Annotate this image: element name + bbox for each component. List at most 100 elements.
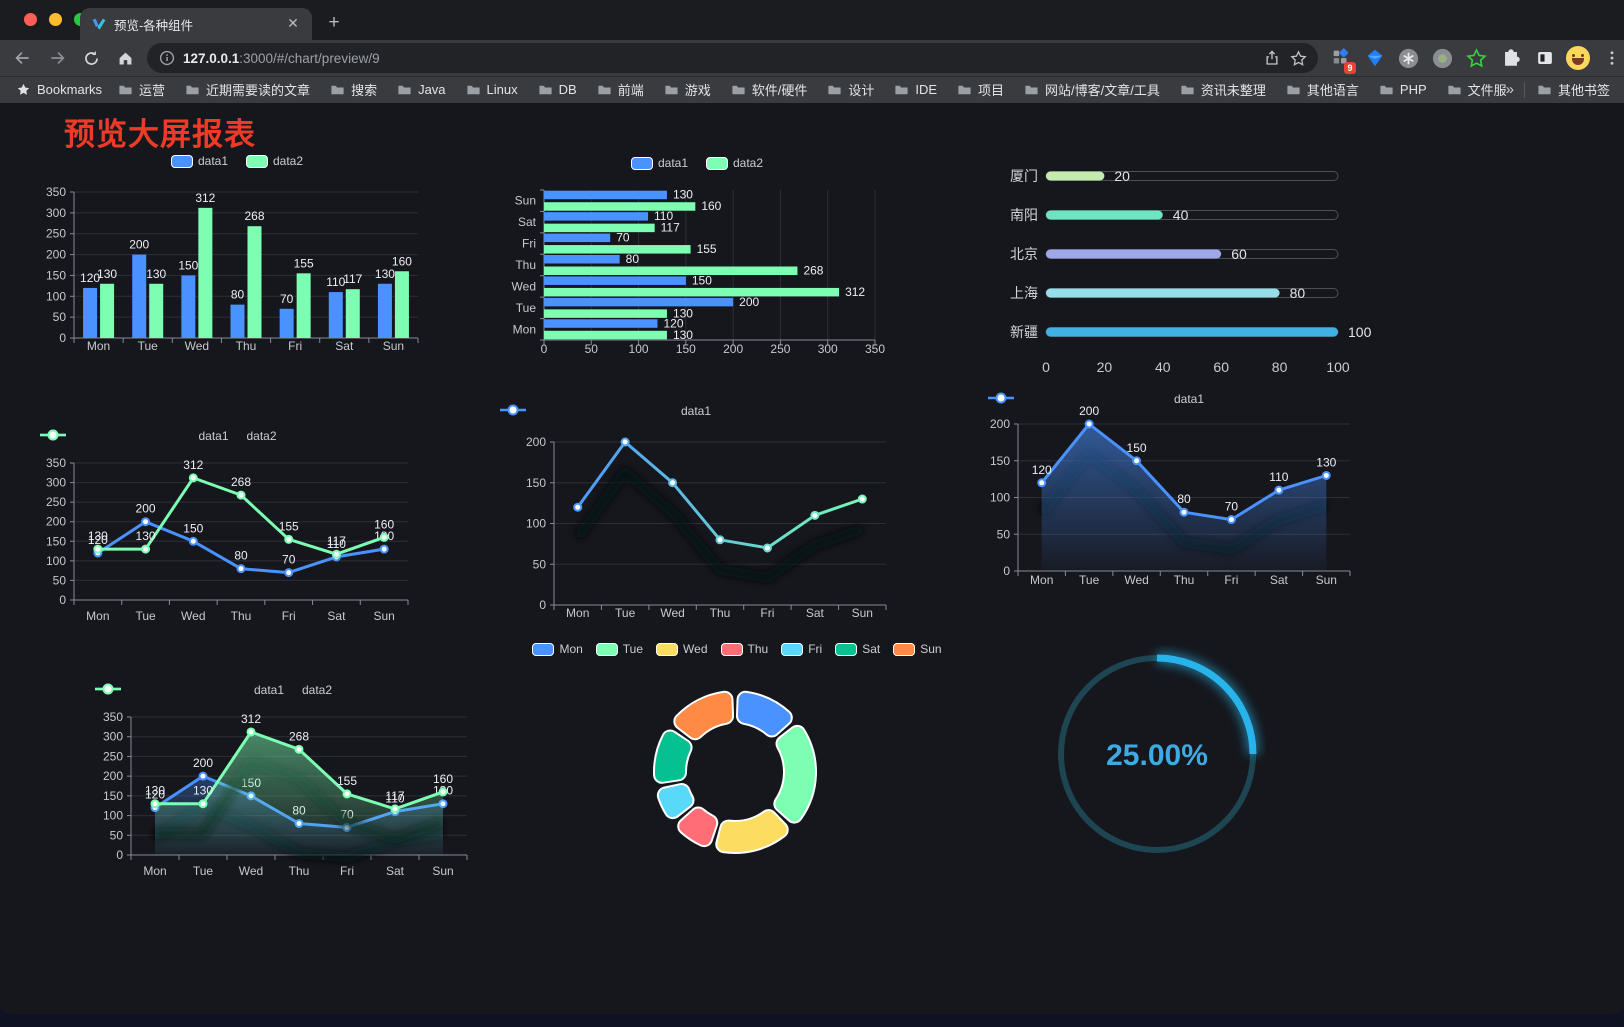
legend-item-Wed[interactable]: Wed <box>656 642 708 656</box>
legend-item-Thu[interactable]: Thu <box>720 642 768 656</box>
bookmark-item[interactable]: 近期需要读的文章 <box>177 78 318 101</box>
data-point[interactable] <box>1037 478 1047 488</box>
data-point[interactable] <box>236 564 246 574</box>
data-point[interactable] <box>857 494 867 504</box>
data-point[interactable] <box>1084 419 1094 429</box>
data-point[interactable] <box>284 534 294 544</box>
bookmark-item[interactable]: 运营 <box>110 78 173 101</box>
new-tab-button[interactable]: + <box>328 12 340 33</box>
bookmark-item[interactable]: 游戏 <box>656 78 719 101</box>
data-point[interactable] <box>668 478 678 488</box>
bookmark-item[interactable]: Java <box>389 80 453 99</box>
legend-item-data2[interactable]: data2 <box>40 429 277 443</box>
line-series-data1[interactable]: 120 200 150 80 70 110 130 <box>1032 404 1337 571</box>
bookmark-item[interactable]: 其他语言 <box>1278 78 1367 101</box>
pie-slice-Thu[interactable] <box>677 806 719 848</box>
data-point[interactable] <box>246 727 256 737</box>
legend-item-Tue[interactable]: Tue <box>595 642 643 656</box>
legend-item-Sun[interactable]: Sun <box>893 642 942 656</box>
pie-slice-Wed[interactable] <box>715 809 789 854</box>
asterisk-extension-icon[interactable] <box>1396 46 1421 71</box>
address-bar[interactable]: 127.0.0.1:3000/#/chart/preview/9 <box>146 43 1318 73</box>
legend-item-data1[interactable]: data1 <box>630 156 688 170</box>
data-point[interactable] <box>810 510 820 520</box>
back-button[interactable] <box>8 44 36 72</box>
legend-item-data2[interactable]: data2 <box>95 683 332 697</box>
bookmark-item[interactable]: 项目 <box>949 78 1012 101</box>
minimize-window-button[interactable] <box>49 13 62 26</box>
data-point[interactable] <box>762 543 772 553</box>
pie-slice-Sun[interactable] <box>673 690 735 741</box>
data-point[interactable] <box>141 517 151 527</box>
home-button[interactable] <box>111 44 139 72</box>
bookmark-item[interactable]: 设计 <box>819 78 882 101</box>
url-text[interactable]: 127.0.0.1:3000/#/chart/preview/9 <box>183 51 1255 66</box>
progress-fill-北京[interactable] <box>1046 249 1222 259</box>
dot-extension-icon[interactable] <box>1430 46 1455 71</box>
data-point[interactable] <box>379 532 389 542</box>
bookmark-item[interactable]: 资讯未整理 <box>1172 78 1274 101</box>
browser-tab[interactable]: 预览-各种组件 ✕ <box>80 8 312 40</box>
progress-fill-新疆[interactable] <box>1046 327 1338 337</box>
legend-item-Sat[interactable]: Sat <box>835 642 880 656</box>
data-point[interactable] <box>150 799 160 809</box>
bookmark-item[interactable]: Linux <box>458 80 526 99</box>
bookmark-item[interactable]: 文件服务器 <box>1439 78 1506 101</box>
tab-close-icon[interactable]: ✕ <box>287 15 299 31</box>
forward-button[interactable] <box>44 44 72 72</box>
bookmark-item[interactable]: 前端 <box>589 78 652 101</box>
reload-button[interactable] <box>77 44 105 72</box>
extensions-puzzle-icon[interactable] <box>1498 46 1523 71</box>
bookmark-item[interactable]: PHP <box>1371 80 1435 99</box>
site-info-icon[interactable] <box>159 50 175 66</box>
bookmark-item[interactable]: 软件/硬件 <box>723 78 816 101</box>
data-point[interactable] <box>1226 515 1236 525</box>
pie-slice-Tue[interactable] <box>773 724 817 824</box>
bookmark-item[interactable]: DB <box>530 80 585 99</box>
data-point[interactable] <box>1274 485 1284 495</box>
legend-item-data1[interactable]: data1 <box>95 683 284 697</box>
bookmark-item[interactable]: 搜索 <box>322 78 385 101</box>
bar-series-data2[interactable]: 130 130 312 268 155 117 160 <box>544 199 865 342</box>
data-point[interactable] <box>236 490 246 500</box>
data-point[interactable] <box>573 502 583 512</box>
line-series-data1[interactable]: 120 200 150 80 70 110 130 <box>88 502 395 578</box>
pie-slice-Mon[interactable] <box>735 690 793 738</box>
side-panel-icon[interactable] <box>1532 46 1557 71</box>
line-series-data1[interactable] <box>573 437 867 583</box>
legend-item-data1[interactable]: data1 <box>500 404 711 418</box>
pie-slice-Fri[interactable] <box>656 783 695 820</box>
progress-fill-厦门[interactable] <box>1046 171 1105 181</box>
other-bookmarks[interactable]: 其他书签 <box>1535 78 1612 101</box>
bookmark-item[interactable]: 网站/博客/文章/工具 <box>1016 78 1168 101</box>
data-point[interactable] <box>390 804 400 814</box>
star-extension-icon[interactable] <box>1464 46 1489 71</box>
line-series-data2[interactable]: 130 130 312 268 155 117 160 <box>145 712 453 855</box>
legend-item-data1[interactable]: data1 <box>170 154 228 168</box>
data-point[interactable] <box>620 437 630 447</box>
pie-slice-Sat[interactable] <box>653 729 693 784</box>
data-point[interactable] <box>141 544 151 554</box>
data-point[interactable] <box>715 535 725 545</box>
data-point[interactable] <box>331 549 341 559</box>
close-window-button[interactable] <box>24 13 37 26</box>
line-series-data2[interactable]: 130 130 312 268 155 117 160 <box>88 458 395 559</box>
data-point[interactable] <box>438 787 448 797</box>
legend-item-data1[interactable]: data1 <box>40 429 229 443</box>
data-point[interactable] <box>1179 507 1189 517</box>
bookmarks-overflow-chevron[interactable]: » <box>1505 81 1514 98</box>
data-point[interactable] <box>1132 456 1142 466</box>
bookmarks-root[interactable]: Bookmarks <box>8 80 110 99</box>
data-point[interactable] <box>294 744 304 754</box>
legend-item-Fri[interactable]: Fri <box>781 642 822 656</box>
data-point[interactable] <box>284 568 294 578</box>
bookmark-item[interactable]: IDE <box>886 80 945 99</box>
profile-avatar[interactable] <box>1566 46 1590 70</box>
data-point[interactable] <box>342 789 352 799</box>
data-point[interactable] <box>188 473 198 483</box>
bookmark-star-icon[interactable] <box>1289 49 1308 68</box>
extension-grid-icon[interactable]: 9 <box>1328 46 1356 74</box>
data-point[interactable] <box>379 544 389 554</box>
